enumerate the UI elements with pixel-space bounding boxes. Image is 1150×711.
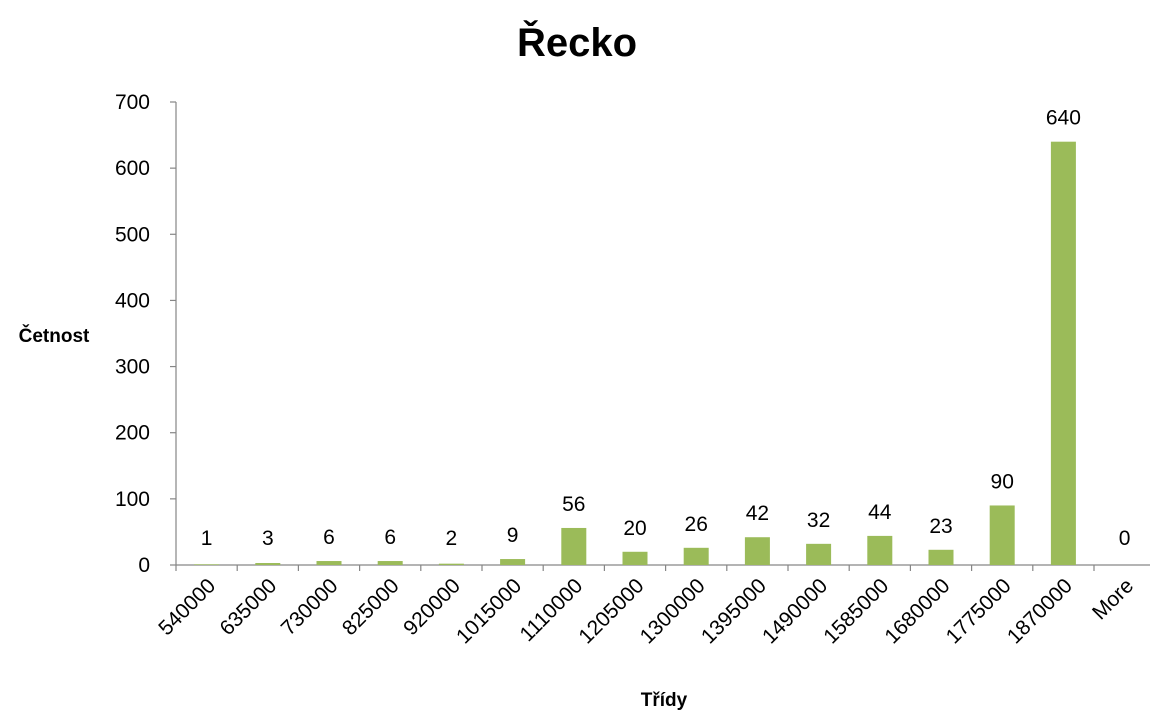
data-label: 2: [446, 527, 458, 550]
y-axis-title: Četnost: [19, 325, 90, 347]
x-tick-label: 1585000: [819, 574, 893, 648]
bar: [500, 559, 526, 565]
data-label: 3: [262, 527, 274, 550]
data-label: 44: [868, 501, 892, 524]
x-tick-label: 730000: [277, 574, 343, 640]
bar: [744, 537, 770, 565]
y-tick-label: 400: [115, 289, 150, 312]
data-label: 42: [746, 502, 769, 525]
bar: [561, 527, 587, 565]
data-label: 23: [929, 515, 952, 538]
x-axis-title: Třídy: [641, 690, 688, 711]
bar: [806, 543, 832, 565]
x-tick-label: 825000: [338, 574, 404, 640]
y-tick-label: 700: [115, 91, 150, 114]
bar: [989, 505, 1015, 565]
bar: [622, 551, 648, 565]
data-labels: 1 3 6 6 2 9 56 20 26 42 32 44 23 90 640 0: [201, 107, 1131, 550]
bar: [438, 563, 464, 565]
x-ticks: 5400006350007300008250009200001015000111…: [154, 565, 1138, 648]
y-tick-label: 100: [115, 488, 150, 511]
bar: [928, 549, 954, 565]
y-tick-label: 300: [115, 356, 150, 379]
data-label: 1: [201, 527, 213, 550]
y-tick-label: 0: [138, 554, 150, 577]
data-label: 9: [507, 524, 519, 547]
bar: [194, 564, 220, 565]
bar: [867, 535, 893, 565]
data-label: 6: [323, 526, 335, 549]
bar: [683, 547, 709, 565]
y-tick-label: 500: [115, 223, 150, 246]
bar: [255, 563, 281, 565]
data-label: 640: [1046, 107, 1081, 130]
y-ticks: 0 100 200 300 400 500 600 700: [115, 91, 176, 577]
data-label: 6: [384, 526, 396, 549]
x-tick-label: 1015000: [452, 574, 526, 648]
data-label: 90: [991, 470, 1014, 493]
data-label: 0: [1119, 527, 1131, 550]
x-tick-label: 1775000: [942, 574, 1016, 648]
chart-title: Řecko: [517, 19, 637, 65]
bar: [316, 561, 342, 565]
x-tick-label: 1490000: [758, 574, 832, 648]
x-tick-label: 1300000: [636, 574, 710, 648]
bars: [194, 141, 1076, 565]
x-tick-label: 1680000: [880, 574, 954, 648]
x-tick-label: More: [1088, 574, 1138, 624]
x-tick-label: 540000: [154, 574, 220, 640]
data-label: 56: [562, 493, 585, 516]
data-label: 20: [623, 517, 646, 540]
x-tick-label: 1205000: [574, 574, 648, 648]
y-tick-label: 600: [115, 157, 150, 180]
bar: [377, 561, 403, 565]
y-tick-label: 200: [115, 422, 150, 445]
x-tick-label: 1870000: [1003, 574, 1077, 648]
x-tick-label: 635000: [216, 574, 282, 640]
x-tick-label: 1395000: [697, 574, 771, 648]
bar: [1050, 141, 1076, 565]
data-label: 32: [807, 509, 830, 532]
data-label: 26: [685, 513, 708, 536]
